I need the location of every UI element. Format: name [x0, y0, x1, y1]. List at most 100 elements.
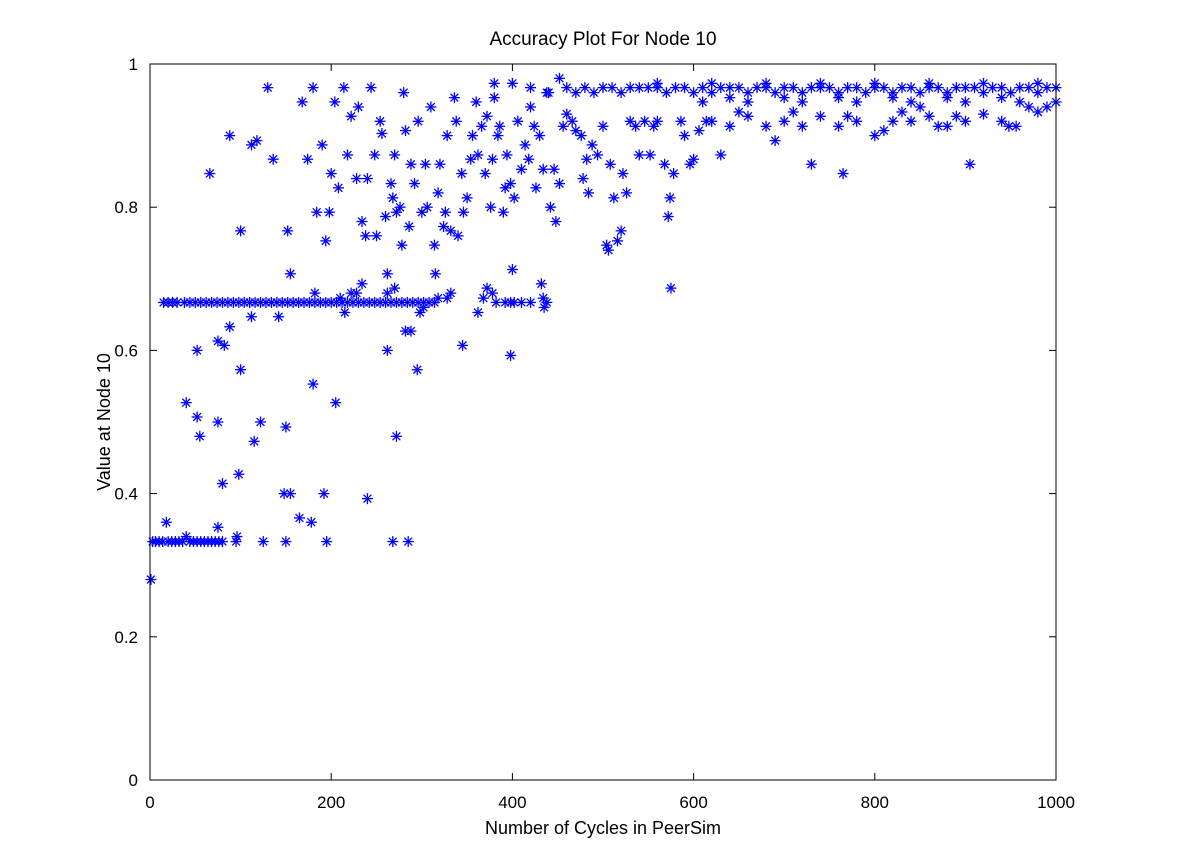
x-tick-label-0: 0 — [145, 793, 154, 812]
data-point — [470, 96, 482, 108]
data-point — [452, 230, 464, 242]
data-point — [356, 278, 368, 290]
data-point — [1032, 87, 1044, 99]
data-point — [525, 82, 537, 94]
data-point — [851, 115, 863, 127]
data-point — [1032, 77, 1044, 89]
data-point — [255, 416, 267, 428]
data-point — [485, 201, 497, 213]
data-point — [662, 211, 674, 223]
data-point — [570, 125, 582, 137]
data-point — [679, 82, 691, 94]
data-point — [248, 435, 260, 447]
data-point — [381, 287, 393, 299]
data-point — [1014, 82, 1026, 94]
data-point — [537, 163, 549, 175]
data-point — [633, 149, 645, 161]
data-point — [760, 120, 772, 132]
data-point — [305, 516, 317, 528]
data-point — [409, 178, 421, 190]
data-point — [715, 149, 727, 161]
data-point — [968, 82, 980, 94]
data-point — [905, 115, 917, 127]
data-point — [742, 87, 754, 99]
x-tick-label-4: 800 — [861, 793, 889, 812]
data-point — [669, 82, 681, 94]
data-point — [896, 106, 908, 118]
data-point — [660, 87, 672, 99]
y-axis-label: Value at Node 10 — [94, 353, 114, 491]
data-point — [1023, 82, 1035, 94]
data-point — [385, 178, 397, 190]
data-point — [506, 263, 518, 275]
data-point — [588, 87, 600, 99]
data-point — [432, 187, 444, 199]
data-point — [338, 82, 350, 94]
data-point — [316, 139, 328, 151]
data-point — [914, 87, 926, 99]
data-point — [204, 168, 216, 180]
data-point — [369, 149, 381, 161]
data-point — [932, 82, 944, 94]
axis-ticks — [149, 63, 1057, 781]
data-point — [486, 153, 498, 165]
data-point — [742, 96, 754, 108]
data-point — [535, 278, 547, 290]
data-point — [515, 163, 527, 175]
data-point — [842, 82, 854, 94]
data-points — [145, 72, 1062, 586]
data-point — [224, 130, 236, 142]
data-point — [665, 282, 677, 294]
data-point — [664, 192, 676, 204]
data-point — [330, 397, 342, 409]
data-point — [577, 173, 589, 185]
data-point — [581, 153, 593, 165]
data-point — [706, 87, 718, 99]
data-point — [467, 130, 479, 142]
data-point — [501, 149, 513, 161]
data-point — [538, 301, 550, 313]
data-point — [675, 115, 687, 127]
data-point — [465, 153, 477, 165]
data-point — [530, 182, 542, 194]
data-point — [706, 115, 718, 127]
data-point — [160, 516, 172, 528]
data-point — [778, 115, 790, 127]
data-point — [302, 153, 314, 165]
plot-area-frame — [149, 63, 1057, 781]
data-point — [887, 92, 899, 104]
data-point — [398, 87, 410, 99]
data-point — [978, 87, 990, 99]
data-point — [296, 96, 308, 108]
data-point — [996, 82, 1008, 94]
data-point — [544, 201, 556, 213]
data-point — [245, 139, 257, 151]
data-point — [724, 92, 736, 104]
data-point — [787, 82, 799, 94]
data-point — [1014, 96, 1026, 108]
data-point — [412, 115, 424, 127]
data-point — [950, 110, 962, 122]
data-point — [490, 296, 502, 308]
data-point — [488, 77, 500, 89]
data-point — [602, 244, 614, 256]
data-point — [405, 158, 417, 170]
y-tick-label-0: 0 — [129, 771, 138, 790]
data-point — [1005, 87, 1017, 99]
data-point — [320, 235, 332, 247]
data-point — [733, 82, 745, 94]
data-point — [472, 306, 484, 318]
data-point — [216, 478, 228, 490]
data-point — [481, 110, 493, 122]
data-point — [923, 110, 935, 122]
data-point — [421, 201, 433, 213]
data-point — [706, 77, 718, 89]
data-point — [842, 110, 854, 122]
data-point — [833, 92, 845, 104]
data-point — [668, 168, 680, 180]
data-point — [601, 239, 613, 251]
data-point — [688, 87, 700, 99]
data-point — [860, 87, 872, 99]
data-point — [733, 106, 745, 118]
data-point — [405, 325, 417, 337]
